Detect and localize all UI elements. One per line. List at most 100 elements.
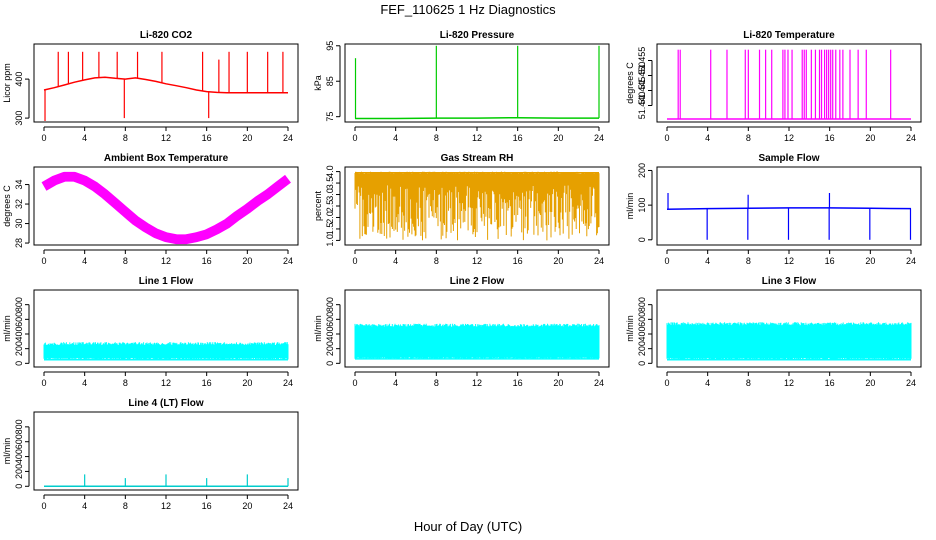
- y-tick-label: 300: [14, 111, 24, 126]
- y-tick-label: 400: [325, 326, 335, 341]
- x-tick-label: 0: [664, 133, 669, 143]
- x-tick-label: 12: [161, 133, 171, 143]
- y-tick-label: 800: [14, 297, 24, 312]
- x-tick-label: 8: [434, 256, 439, 266]
- y-tick-label: 51.455: [637, 47, 647, 75]
- y-tick-label: 0: [14, 484, 24, 489]
- chart-panel: Li-820 Temperature degrees C 0 4 8 12 16 20 24 51…: [625, 30, 922, 143]
- x-tick-label: 0: [352, 256, 357, 266]
- y-axis-label: ml/min: [625, 315, 635, 342]
- x-tick-label: 8: [123, 133, 128, 143]
- x-tick-label: 8: [123, 378, 128, 388]
- x-tick-label: 16: [513, 378, 523, 388]
- x-tick-label: 24: [906, 378, 916, 388]
- y-tick-label: 1.5: [325, 223, 335, 236]
- y-tick-label: 0: [637, 361, 647, 366]
- y-tick-label: 51.445: [637, 77, 647, 105]
- x-tick-label: 16: [825, 378, 835, 388]
- series-line: [41, 171, 291, 245]
- x-tick-label: 8: [746, 256, 751, 266]
- chart-panel: Ambient Box Temperature degrees C 0 4 8 12 16 2…: [2, 153, 299, 266]
- y-tick-label: 30: [14, 219, 24, 229]
- x-tick-label: 4: [705, 378, 710, 388]
- x-tick-label: 24: [283, 378, 293, 388]
- x-tick-label: 24: [906, 133, 916, 143]
- x-tick-label: 16: [202, 501, 212, 511]
- y-tick-label: 400: [637, 326, 647, 341]
- x-tick-label: 20: [553, 133, 563, 143]
- x-tick-label: 4: [82, 133, 87, 143]
- y-tick-label: 200: [637, 341, 647, 356]
- plot-frame: [344, 166, 610, 246]
- x-tick-label: 16: [513, 256, 523, 266]
- chart-panel: Line 3 Flow ml/min 0 4 8 12 16 20 24 0 20040060080…: [625, 276, 922, 388]
- x-tick-label: 4: [393, 133, 398, 143]
- panel-title: Line 2 Flow: [450, 276, 505, 287]
- y-tick-label: 800: [637, 297, 647, 312]
- y-tick-label: 600: [325, 312, 335, 327]
- y-tick-label: 400: [14, 449, 24, 464]
- x-tick-label: 0: [352, 133, 357, 143]
- plot-frame: [344, 43, 610, 123]
- panel-title: Sample Flow: [758, 153, 819, 164]
- series-line: [43, 76, 288, 94]
- x-axis-label: Hour of Day (UTC): [414, 519, 522, 534]
- x-tick-label: 12: [161, 378, 171, 388]
- panel-title: Li-820 CO2: [140, 30, 193, 41]
- y-tick-label: 0: [14, 361, 24, 366]
- x-tick-label: 16: [513, 133, 523, 143]
- y-tick-label: 3.0: [325, 188, 335, 201]
- x-tick-label: 0: [41, 256, 46, 266]
- y-axis-label: percent: [313, 190, 323, 221]
- y-axis-label: ml/min: [625, 193, 635, 220]
- figure-title: FEF_110625 1 Hz Diagnostics: [380, 2, 556, 17]
- y-tick-label: 32: [14, 199, 24, 209]
- chart-panel: Gas Stream RH percent 0 4 8 12 16 20 24 1.01.52.0…: [313, 153, 610, 266]
- y-tick-label: 400: [14, 72, 24, 87]
- plot-frame: [33, 289, 299, 368]
- x-tick-label: 8: [123, 256, 128, 266]
- x-tick-label: 16: [202, 378, 212, 388]
- y-tick-label: 600: [14, 312, 24, 327]
- chart-panel: Line 1 Flow ml/min 0 4 8 12 16 20 24 0 20040060080…: [2, 276, 299, 388]
- x-tick-label: 20: [553, 378, 563, 388]
- y-tick-label: 0: [325, 361, 335, 366]
- y-tick-label: 2.0: [325, 211, 335, 224]
- x-tick-label: 12: [161, 501, 171, 511]
- plot-frame: [656, 289, 922, 368]
- x-tick-label: 24: [906, 256, 916, 266]
- x-tick-label: 12: [472, 378, 482, 388]
- panel-title: Line 3 Flow: [762, 276, 817, 287]
- x-tick-label: 0: [664, 256, 669, 266]
- x-tick-label: 8: [434, 378, 439, 388]
- y-tick-label: 600: [637, 312, 647, 327]
- x-tick-label: 8: [434, 133, 439, 143]
- y-tick-label: 400: [14, 326, 24, 341]
- x-tick-label: 16: [202, 256, 212, 266]
- x-tick-label: 16: [202, 133, 212, 143]
- y-axis-label: kPa: [313, 75, 323, 91]
- x-tick-label: 20: [865, 256, 875, 266]
- y-tick-label: 200: [325, 341, 335, 356]
- y-tick-label: 200: [14, 341, 24, 356]
- x-tick-label: 4: [393, 256, 398, 266]
- x-tick-label: 24: [283, 133, 293, 143]
- plot-frame: [33, 411, 299, 491]
- x-tick-label: 12: [472, 133, 482, 143]
- y-tick-label: 4.0: [325, 165, 335, 178]
- panel-title: Gas Stream RH: [441, 153, 514, 164]
- y-tick-label: 34: [14, 180, 24, 190]
- x-tick-label: 20: [242, 133, 252, 143]
- x-tick-label: 24: [283, 256, 293, 266]
- x-tick-label: 12: [784, 256, 794, 266]
- x-tick-label: 16: [825, 133, 835, 143]
- x-tick-label: 8: [123, 501, 128, 511]
- series-band: [666, 322, 912, 360]
- panel-title: Li-820 Temperature: [743, 30, 835, 41]
- x-tick-label: 20: [242, 256, 252, 266]
- plot-frame: [656, 166, 922, 246]
- x-tick-label: 24: [594, 256, 604, 266]
- x-tick-label: 8: [746, 133, 751, 143]
- y-axis-label: ml/min: [2, 315, 12, 342]
